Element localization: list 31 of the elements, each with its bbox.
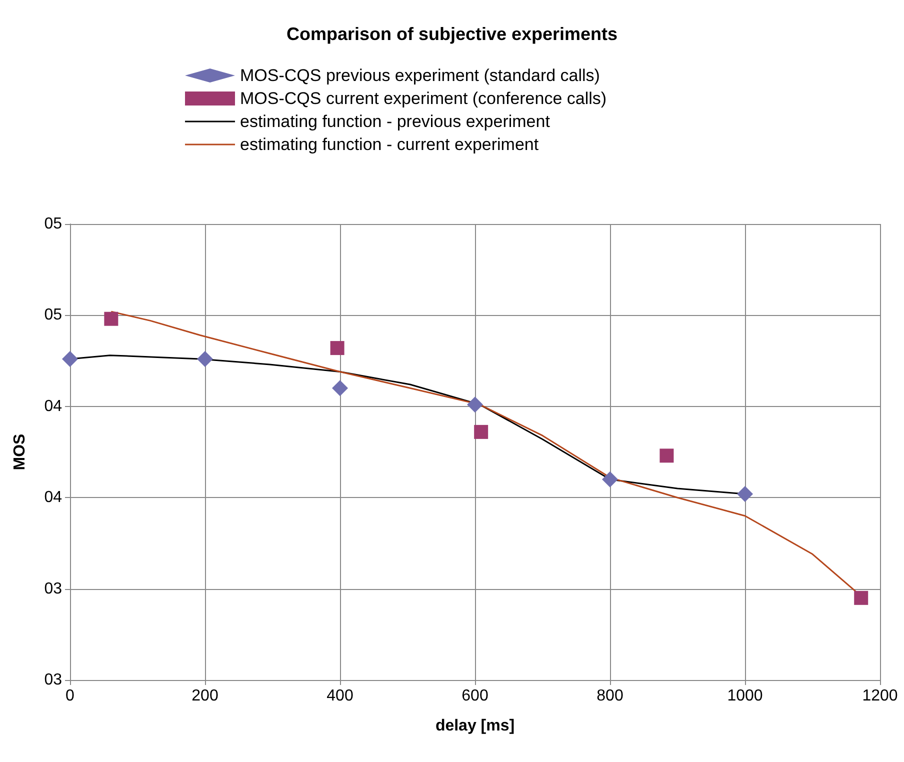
x-tick-label: 200 — [192, 688, 218, 704]
point — [197, 350, 213, 367]
point — [474, 424, 488, 439]
legend-label: estimating function - previous experiment — [240, 112, 550, 131]
chart-title: Comparison of subjective experiments — [286, 24, 618, 44]
point — [602, 471, 618, 488]
x-tick-label: 1200 — [862, 688, 898, 704]
y-tick-label: 04 — [44, 489, 62, 506]
y-tick-label: 05 — [44, 216, 62, 232]
point — [467, 396, 483, 413]
x-tick-label: 800 — [596, 688, 624, 704]
point — [854, 590, 868, 605]
legend-label: MOS-CQS current experiment (conference calls) — [240, 89, 607, 108]
point — [332, 380, 348, 396]
point — [737, 486, 753, 502]
x-axis-title: delay [ms] — [435, 718, 515, 734]
point — [104, 312, 118, 326]
point — [330, 341, 344, 356]
x-tick-label: 0 — [66, 688, 75, 704]
x-tick-label: 400 — [326, 688, 354, 704]
legend-label: estimating function - current experiment — [240, 135, 539, 154]
point — [62, 350, 78, 367]
point — [660, 448, 674, 463]
legend-label: MOS-CQS previous experiment (standard calls) — [240, 66, 600, 85]
y-tick-label: 03 — [44, 672, 62, 688]
y-tick-label: 03 — [44, 580, 62, 598]
x-tick-label: 600 — [462, 688, 488, 704]
y-axis-title: MOS — [12, 433, 28, 470]
x-tick-label: 1000 — [727, 688, 763, 704]
y-tick-label: 05 — [44, 306, 62, 324]
y-tick-label: 04 — [44, 398, 62, 415]
